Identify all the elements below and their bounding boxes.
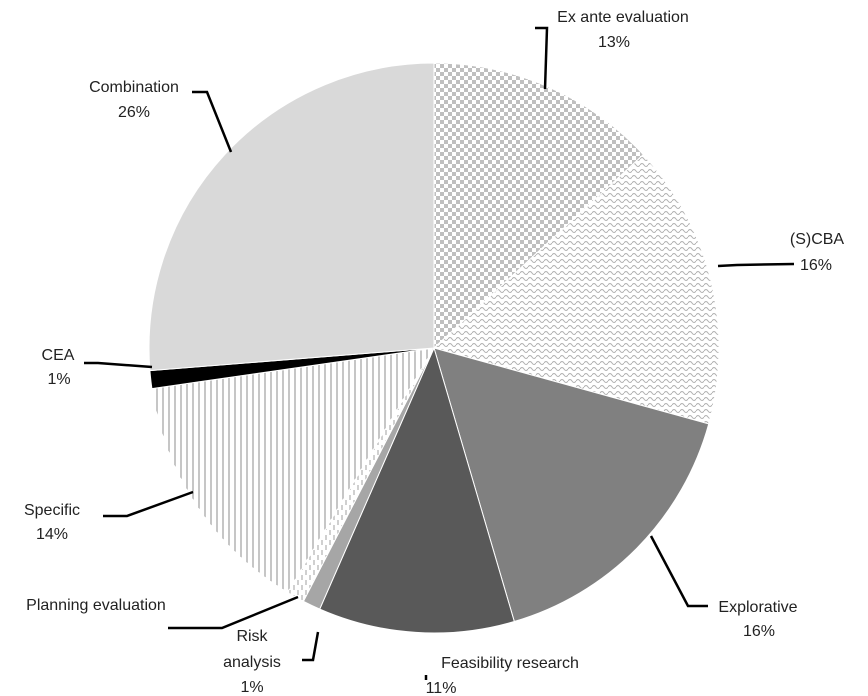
pie-slice-feasibility-research [319,346,515,634]
slice-percent-cea: 1% [47,371,70,388]
pie-slice-specific [151,347,435,594]
pie-slices [148,62,720,634]
leader-line-cea [84,361,153,369]
pie-slice-ex-ante-evaluation [433,62,645,350]
pie-slice-combination [148,62,435,372]
slice-percent-explorative: 16% [743,623,775,640]
leader-lines [84,26,795,680]
leader-line-ex-ante-evaluation [535,26,549,90]
leader-line-specific [103,490,194,518]
slice-label-planning-evaluation: Planning evaluation [26,597,166,614]
slice-label-s-cba: (S)CBA [790,231,845,248]
slice-percent-feasibility-research: 11% [426,680,457,696]
slice-percent-specific: 14% [36,526,68,543]
slice-label-specific: Specific [24,502,80,519]
leader-line-risk-analysis [302,631,320,662]
slice-label-explorative: Explorative [718,599,797,616]
leader-line-combination [192,90,233,153]
pie-slice-explorative [433,347,710,623]
slice-percent-combination: 26% [118,104,150,121]
leader-line-explorative [649,535,708,608]
leader-line-planning-evaluation [168,595,299,630]
pie-slice-s-cba [433,153,720,425]
slice-percent-ex-ante-evaluation: 13% [598,34,630,51]
slice-labels: Ex ante evaluation 13% (S)CBA 16% Explorativ… [24,9,844,696]
slice-percent-risk-analysis: 1% [240,679,263,696]
slice-label-combination: Combination [89,79,179,96]
slice-percent-s-cba: 16% [800,257,832,274]
slice-label-risk-analysis: Risk analysis [223,628,281,671]
slice-label-feasibility-research: Feasibility research [441,655,579,672]
slice-label-cea: CEA [42,347,75,364]
leader-line-s-cba [717,262,795,268]
slice-label-ex-ante-evaluation: Ex ante evaluation [557,9,689,26]
